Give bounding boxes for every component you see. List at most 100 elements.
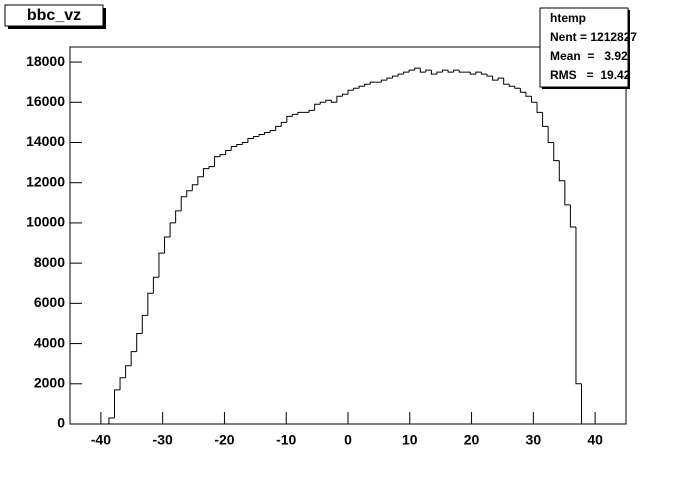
histogram-bin	[514, 86, 521, 89]
histogram-bin	[180, 196, 187, 211]
histogram-bin	[369, 81, 376, 85]
histogram-bin	[252, 135, 260, 139]
y-tick-label: 18000	[26, 53, 65, 69]
x-tick-label: 30	[526, 432, 542, 448]
histogram-bin	[186, 190, 193, 197]
histogram-bin	[414, 67, 421, 71]
histogram-bin	[353, 87, 360, 91]
histogram-bin	[152, 276, 159, 294]
histogram-bin	[380, 79, 387, 83]
histogram-bin	[330, 100, 337, 103]
y-tick-label: 14000	[26, 133, 65, 149]
histogram-bin	[391, 75, 399, 79]
histogram-bin	[136, 333, 143, 352]
stats-entries: Nent = 1212827	[550, 30, 637, 44]
y-tick-label: 16000	[26, 93, 65, 109]
histogram-bin	[469, 72, 476, 75]
histogram-bin	[319, 101, 326, 105]
y-tick-label: 12000	[26, 173, 65, 189]
histogram-bin	[508, 84, 515, 87]
histogram-bin	[219, 154, 226, 157]
histogram-bin	[280, 121, 287, 127]
histogram-bin	[230, 146, 237, 151]
histogram-bin	[197, 176, 204, 185]
histogram-bin	[547, 126, 554, 144]
x-tick-label: 40	[587, 432, 603, 448]
histogram-bin	[108, 417, 115, 424]
stats-mean: Mean = 3.92	[550, 49, 628, 63]
histogram-bin	[486, 74, 493, 77]
histogram-bin	[447, 70, 454, 73]
x-tick-label: 0	[344, 432, 352, 448]
histogram-bin	[503, 78, 510, 85]
histogram-bin	[453, 69, 460, 73]
plot-frame	[69, 46, 627, 425]
histogram-bin	[258, 133, 265, 137]
histogram-bin	[202, 168, 209, 177]
histogram-bin	[275, 125, 282, 131]
histogram-bin	[113, 389, 121, 418]
x-tick-label: -40	[91, 432, 111, 448]
histogram-bin	[214, 156, 221, 167]
histogram-bin	[130, 351, 137, 366]
histogram-bin	[191, 184, 198, 191]
histogram-bin	[397, 73, 404, 77]
histogram-bin	[119, 377, 126, 390]
y-tick-label: 10000	[26, 214, 65, 230]
histogram-bin	[336, 95, 343, 103]
histogram-bin	[475, 71, 482, 75]
stats-rms: RMS = 19.42	[550, 68, 631, 82]
histogram-bin	[408, 69, 415, 73]
histogram-bin	[208, 166, 215, 169]
histogram-bin	[314, 103, 321, 111]
histogram-bin	[536, 102, 543, 113]
histogram-bin	[236, 144, 243, 147]
histogram-bin	[169, 222, 176, 238]
histogram-bin	[419, 68, 426, 73]
y-tick-label: 4000	[34, 334, 65, 350]
x-tick-label: 10	[402, 432, 418, 448]
histogram-bin	[164, 236, 171, 254]
histogram-bin	[519, 88, 526, 93]
histogram-bin	[564, 180, 571, 206]
histogram-bin	[497, 77, 504, 81]
histogram-bin	[530, 96, 538, 103]
histogram-bin	[291, 113, 298, 117]
histogram-bin	[347, 89, 354, 95]
histogram-bin	[386, 77, 393, 81]
histogram-bin	[325, 99, 332, 103]
histogram-bin	[158, 252, 165, 278]
histogram-bin	[492, 76, 499, 81]
chart-title: bbc_vz	[27, 7, 81, 24]
y-tick-label: 0	[57, 415, 65, 431]
histogram-bin	[553, 142, 560, 162]
histogram-bin	[308, 109, 315, 113]
x-tick-label: -10	[276, 432, 296, 448]
stats-box	[539, 7, 629, 88]
histogram-bin	[525, 92, 532, 97]
histogram-bin	[581, 383, 588, 425]
histogram-bin	[241, 142, 248, 145]
histogram-bin	[403, 71, 410, 75]
histogram-bin	[147, 292, 154, 316]
histogram-bin	[542, 112, 549, 127]
y-tick-label: 2000	[34, 374, 65, 390]
histogram-bin	[364, 83, 371, 87]
histogram-bin	[269, 129, 276, 133]
histogram-bin	[558, 160, 565, 182]
histogram-bin	[436, 71, 443, 75]
histogram-bin	[458, 70, 465, 73]
histogram-bin	[225, 150, 232, 155]
histogram-bin	[358, 85, 365, 89]
x-tick-label: -20	[214, 432, 234, 448]
x-tick-label: -30	[153, 432, 173, 448]
y-tick-label: 6000	[34, 294, 65, 310]
histogram-bin	[442, 69, 449, 73]
histogram-bin	[341, 93, 348, 97]
histogram-bin	[175, 210, 182, 223]
y-tick-label: 8000	[34, 254, 65, 270]
histogram-bin	[264, 131, 271, 135]
histogram-bin	[297, 111, 304, 115]
